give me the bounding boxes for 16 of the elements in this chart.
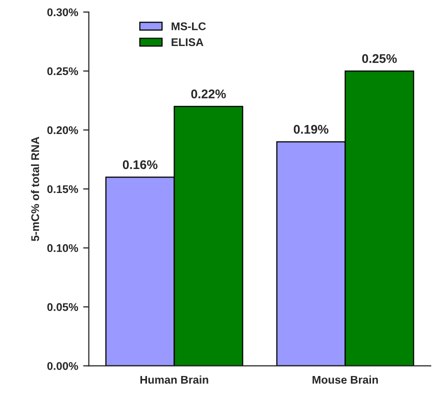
data-label: 0.22%: [191, 90, 226, 98]
y-tick-label: 0.15%: [47, 185, 78, 194]
data-label: 0.19%: [294, 124, 328, 134]
y-axis-title: 5-mC% of total RNA: [30, 136, 40, 242]
legend-label: ELISA: [172, 38, 204, 46]
data-label: 0.25%: [362, 54, 397, 63]
legend-label: MS-LC: [172, 22, 206, 30]
x-tick-label: Mouse Brain: [312, 376, 378, 384]
y-tick-label: 0.25%: [47, 67, 78, 76]
x-tick-label: Human Brain: [140, 376, 208, 384]
y-tick-label: 0.30%: [47, 8, 78, 16]
y-tick-label: 0.05%: [47, 303, 78, 311]
data-label: 0.16%: [122, 160, 158, 170]
y-tick-label: 0.00%: [47, 362, 78, 370]
y-tick-label: 0.20%: [47, 126, 78, 134]
y-tick-label: 0.10%: [47, 244, 78, 252]
